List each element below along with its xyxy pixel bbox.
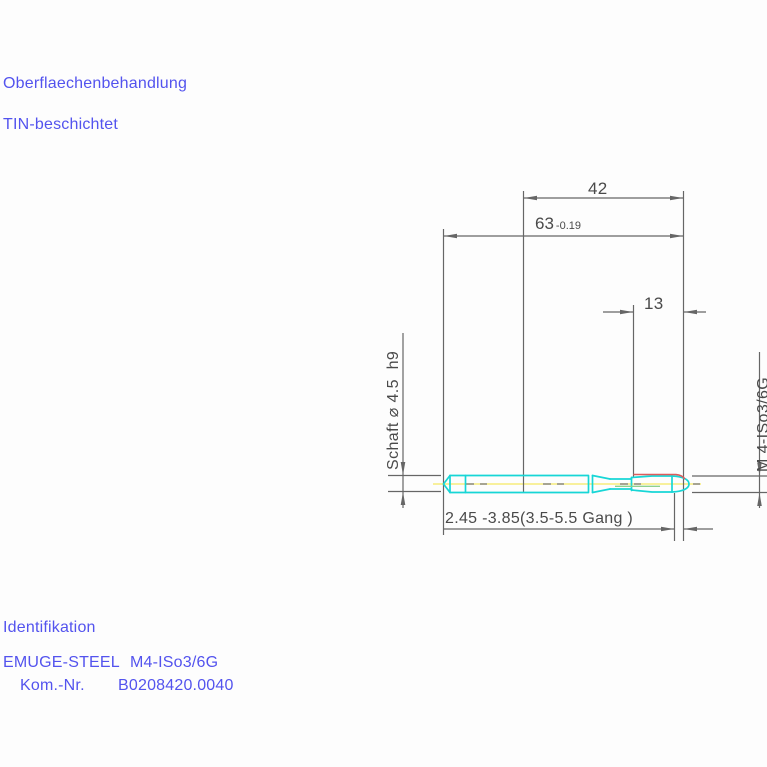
brand-text: EMUGE-STEEL [3,654,120,671]
dim-63-value: 63 [535,214,554,233]
dim-63-label: 63 -0.19 [535,215,581,232]
extension-lines [388,191,767,541]
dimension-arrowheads [400,195,762,532]
thread-crest-line [633,473,686,480]
order-number-label: Kom.-Nr. [20,677,85,694]
dim-42-label: 42 [588,179,608,198]
chamfer-dim-label: 2.45 -3.85(3.5-5.5 Gang ) [445,510,634,527]
thread-spec-line1: M 4-ISo3/6G [755,376,767,472]
dim-63-tolerance: -0.19 [555,220,581,232]
dimension-lines [402,197,761,530]
surface-treatment-value: TIN-beschichtet [3,116,119,133]
order-number-value: B0208420.0040 [118,677,234,694]
tap-tool-outline [442,474,690,494]
shank-diameter-label: Schaft ⌀ 4.5 h9 [385,350,402,470]
dim-13-label: 13 [644,294,664,313]
thread-spec-label: M 4-ISo3/6G (d=4) [716,348,767,472]
article-spec-text: M4-ISo3/6G [130,654,219,671]
surface-treatment-heading: Oberflaechenbehandlung [3,75,188,92]
identification-heading: Identifikation [3,619,96,636]
